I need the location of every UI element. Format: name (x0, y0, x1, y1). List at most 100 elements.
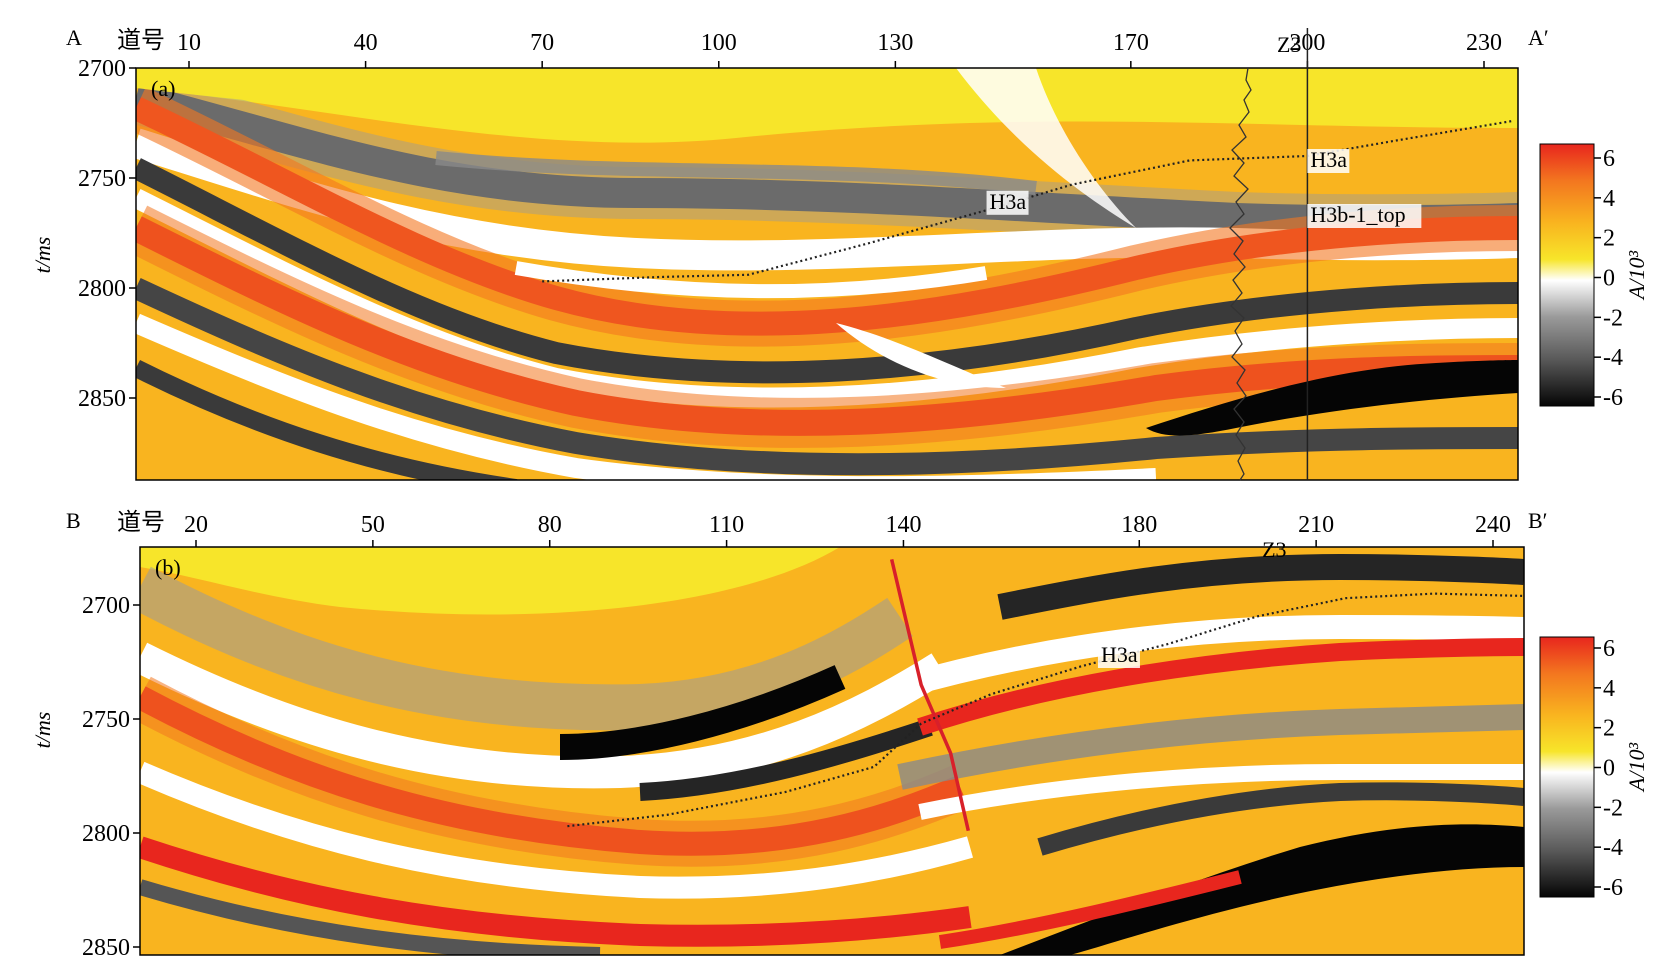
band-gray-a5 (435, 151, 1037, 195)
colorbar-tick-label: 4 (1603, 676, 1615, 702)
x-tick-label: 10 (177, 30, 201, 56)
band-black-a2 (136, 158, 1518, 384)
x-tick-label: 140 (885, 512, 921, 538)
overlays-a: Z3 H3a H3a H3b-1_top (a) (151, 28, 1514, 480)
band-yellow-a1 (136, 68, 1518, 143)
black-anomaly-a (1146, 360, 1518, 436)
colorbar-tick-label: -4 (1603, 345, 1623, 371)
band-red-b6 (938, 870, 1242, 949)
band-black-b3 (997, 553, 1524, 620)
band-white-b4 (918, 764, 1524, 820)
x-tick-label: 80 (538, 512, 562, 538)
horizon-annotation: H3b-1_top (1310, 202, 1405, 227)
y-tick-label: 2800 (78, 276, 126, 302)
x-tick-label: 240 (1475, 512, 1511, 538)
colorbar-tick-label: 4 (1603, 186, 1615, 212)
x-ticks-b: 20 50 80 110 140 180 210 240 (184, 512, 1511, 547)
colorbar-label-b: A/10³ (1624, 743, 1649, 794)
colorbar-b: 6 4 2 0 -2 -4 -6 A/10³ (1539, 636, 1649, 901)
panel-label: (a) (151, 76, 175, 101)
section-frame-b (139, 546, 1525, 956)
band-yellow-b1 (140, 547, 840, 615)
colorbar-tick-label: 6 (1603, 636, 1615, 662)
band-yellow-a7 (136, 68, 436, 123)
section-frame-a (135, 67, 1519, 481)
reflector-bands-b (140, 547, 1524, 955)
white-patch-a9 (836, 323, 1006, 388)
y-tick-label: 2700 (78, 56, 126, 82)
annotation-bg (1307, 204, 1422, 228)
band-white-b3 (896, 614, 1524, 699)
y-tick-label: 2850 (82, 935, 130, 961)
well-log-a (1229, 67, 1252, 481)
horizon-annotation: H3a (1101, 642, 1138, 667)
y-tick-label: 2700 (82, 593, 130, 619)
band-white-a6 (514, 261, 988, 299)
band-orange-b1 (140, 676, 970, 867)
x-tick-label: 40 (354, 30, 378, 56)
band-white-a3 (136, 313, 1157, 480)
x-tick-label: 130 (877, 30, 913, 56)
x-tick-label: 110 (709, 512, 744, 538)
y-tick-label: 2750 (78, 166, 126, 192)
band-orange-a2 (136, 205, 1518, 448)
colorbar-ticks-b: 6 4 2 0 -2 -4 -6 (1594, 636, 1623, 901)
white-patch-a8 (956, 68, 1136, 228)
band-red-b2 (140, 836, 972, 947)
annotation-bg (986, 190, 1029, 215)
band-gray-b1 (140, 566, 913, 731)
section-end-label-b: B′ (1528, 508, 1548, 533)
band-black-b2 (639, 718, 933, 801)
trace-axis-label-a: 道号 (117, 27, 165, 54)
band-red-b3 (917, 638, 1524, 736)
overlays-b: Z3 H3a (b) (155, 537, 1523, 832)
x-tick-label: 230 (1466, 30, 1502, 56)
colorbar-tick-label: -2 (1603, 305, 1623, 331)
colorbar-tick-label: -2 (1603, 795, 1623, 821)
colorbar-tick-label: 0 (1603, 266, 1615, 292)
panel-label: (b) (155, 555, 181, 580)
colorbar-tick-label: -6 (1603, 385, 1623, 411)
x-tick-label: 50 (361, 512, 385, 538)
y-tick-label: 2800 (82, 821, 130, 847)
colorbar-tick-label: -6 (1603, 875, 1623, 901)
horizon-annotation: H3a (1310, 147, 1347, 172)
band-gray-b2 (140, 879, 601, 955)
colorbar-tick-label: -4 (1603, 835, 1623, 861)
colorbar-label-a: A/10³ (1624, 251, 1649, 302)
colorbar-a: 6 4 2 0 -2 -4 -6 A/10³ (1539, 143, 1649, 411)
colorbar-gradient-a (1539, 143, 1595, 407)
x-tick-label: 100 (701, 30, 737, 56)
band-black-a4 (136, 359, 518, 480)
band-orange-a1 (136, 87, 1518, 347)
colorbar-tick-label: 2 (1603, 716, 1615, 742)
band-white-b1 (140, 642, 949, 789)
well-label: Z3 (1262, 537, 1286, 562)
x-tick-label: 210 (1298, 512, 1334, 538)
y-ticks-b: 2700 2750 2800 2850 (82, 593, 140, 961)
horizon-line-h3a (567, 592, 1523, 828)
annotation-bg (1307, 149, 1350, 173)
y-ticks-a: 2700 2750 2800 2850 (78, 56, 136, 412)
seismic-section-b (140, 547, 1524, 955)
y-tick-label: 2850 (78, 386, 126, 412)
section-start-label-b: B (66, 508, 81, 533)
section-start-label-a: A (66, 25, 82, 50)
well-label: Z3 (1277, 32, 1301, 57)
x-tick-label: 20 (184, 512, 208, 538)
band-black-b5 (1037, 782, 1524, 856)
colorbar-tick-label: 6 (1603, 146, 1615, 172)
band-white-b2 (140, 761, 974, 899)
colorbar-tick-label: 0 (1603, 756, 1615, 782)
band-black-b1 (559, 665, 846, 760)
colorbar-tick-label: 2 (1603, 226, 1615, 252)
x-tick-label: 70 (530, 30, 554, 56)
colorbar-ticks-a: 6 4 2 0 -2 -4 -6 (1594, 146, 1623, 411)
band-black-a3 (136, 278, 1518, 476)
time-axis-label-b: t/ms (30, 712, 55, 749)
panel-b: B B′ 道号 t/ms (30, 508, 1548, 961)
panel-a: A A′ 道号 t/ms (30, 25, 1549, 481)
fault-line (889, 558, 971, 832)
black-anomaly-b (1000, 824, 1524, 955)
